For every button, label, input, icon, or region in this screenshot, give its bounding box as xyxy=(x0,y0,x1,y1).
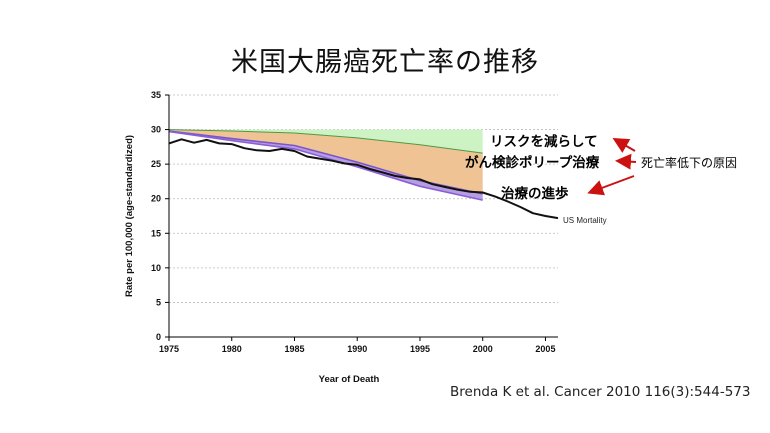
series-line-us-mortality xyxy=(168,138,559,220)
band-screening xyxy=(169,129,483,194)
annotation-screening: がん検診ポリープ治療 xyxy=(465,154,600,171)
slide-title: 米国大腸癌死亡率の推移 xyxy=(231,47,539,78)
y-tick-label-10: 10 xyxy=(151,263,161,273)
series-label-us-mortality: US Mortality xyxy=(563,216,607,225)
annotation-side: 死亡率低下の原因 xyxy=(641,155,737,170)
x-axis-title: Year of Death xyxy=(319,374,380,385)
y-axis-title: Rate per 100,000 (age-standardized) xyxy=(124,135,135,297)
x-tick-label-1985: 1985 xyxy=(284,344,304,354)
annotation-risk: リスクを減らして xyxy=(490,133,598,150)
axes xyxy=(168,95,558,338)
ticks: 1975 1980 1985 1990 1995 2000 2005 0 5 10 15 20 25 30… xyxy=(151,90,555,354)
band-edge-risk xyxy=(168,129,483,154)
x-tick-label-1975: 1975 xyxy=(159,344,179,354)
citation: Brenda K et al. Cancer 2010 116(3):544-5… xyxy=(450,384,751,400)
arrow-risk xyxy=(612,137,636,153)
arrow-screening xyxy=(615,153,637,170)
y-tick-label-0: 0 xyxy=(156,332,161,342)
y-tick-label-30: 30 xyxy=(151,125,161,135)
x-tick-label-1980: 1980 xyxy=(222,344,242,354)
annotation-treatment: 治療の進歩 xyxy=(501,185,569,202)
y-tick-label-20: 20 xyxy=(151,194,161,204)
x-tick-label-2005: 2005 xyxy=(535,344,555,354)
y-tick-label-25: 25 xyxy=(151,159,161,169)
gridlines xyxy=(169,94,558,303)
x-tick-label-2000: 2000 xyxy=(473,344,493,354)
y-tick-label-35: 35 xyxy=(151,90,161,100)
band-risk xyxy=(169,129,483,154)
arrow-treatment xyxy=(587,175,635,196)
y-tick-label-5: 5 xyxy=(156,297,161,307)
band-edge-treatment xyxy=(168,130,483,201)
x-tick-label-1990: 1990 xyxy=(347,344,367,354)
lines xyxy=(168,129,559,220)
x-tick-label-1995: 1995 xyxy=(410,344,430,354)
y-tick-label-15: 15 xyxy=(151,228,161,238)
